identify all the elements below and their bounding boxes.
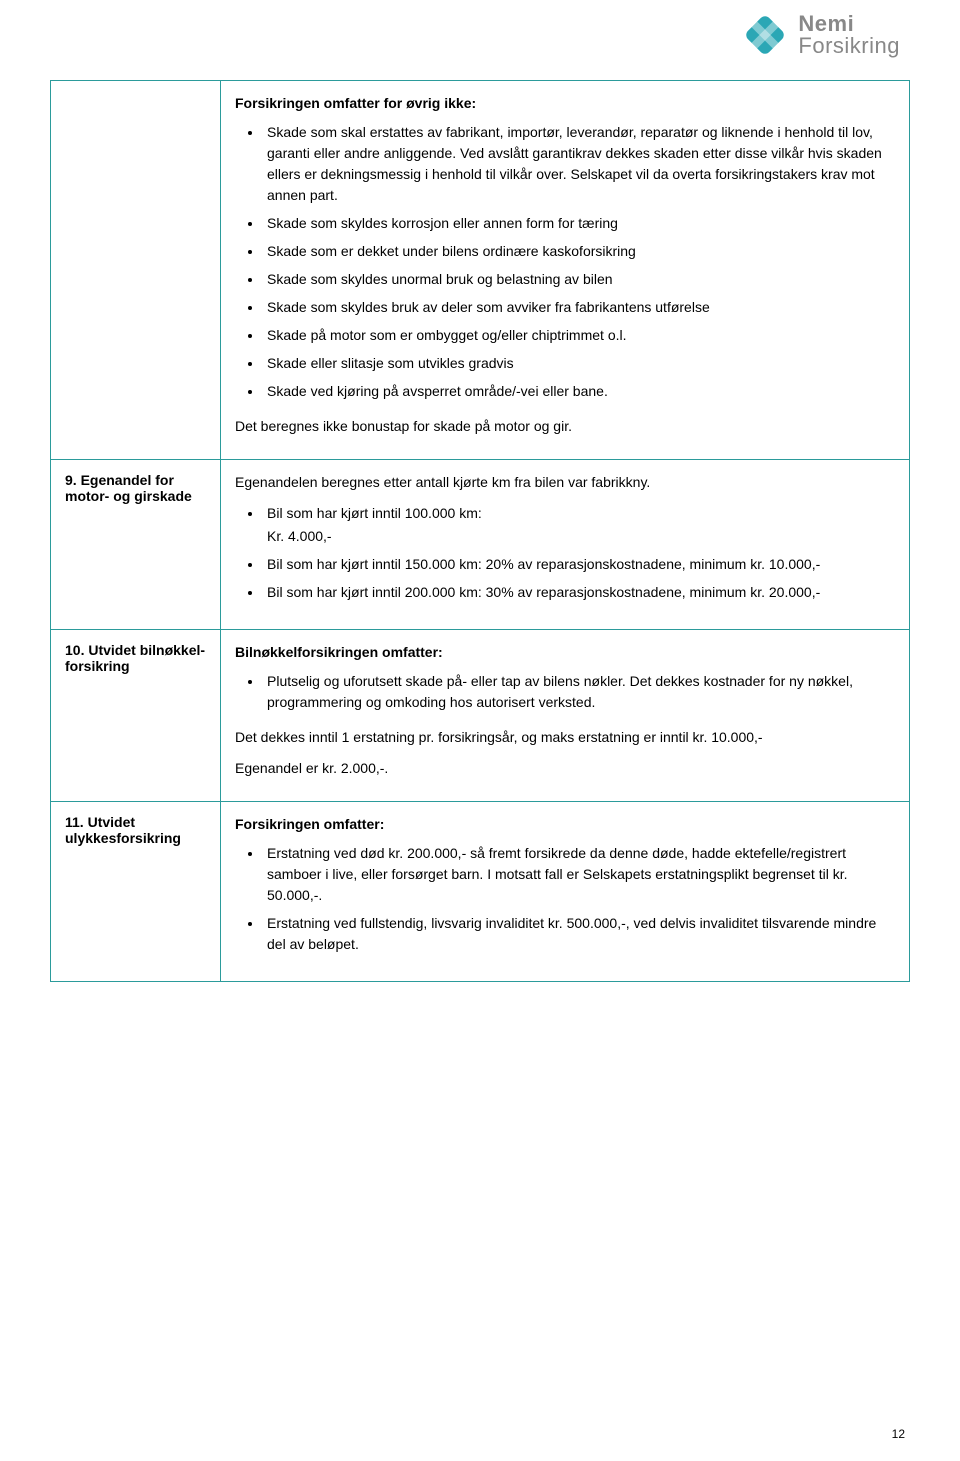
list-item: Skade ved kjøring på avsperret område/-v… bbox=[263, 381, 895, 402]
row0-heading: Forsikringen omfatter for øvrig ikke: bbox=[235, 93, 895, 114]
list-item: Skade eller slitasje som utvikles gradvi… bbox=[263, 353, 895, 374]
list-item: Skade som skal erstattes av fabrikant, i… bbox=[263, 122, 895, 206]
row0-left bbox=[51, 81, 221, 460]
row3-bullets: Erstatning ved død kr. 200.000,- så frem… bbox=[235, 843, 895, 955]
list-item: Skade som skyldes korrosjon eller annen … bbox=[263, 213, 895, 234]
list-item: Bil som har kjørt inntil 100.000 km: Kr.… bbox=[263, 503, 895, 547]
table-row: 10. Utvidet bilnøkkel-forsikring Bilnøkk… bbox=[51, 630, 910, 802]
table-row: 11. Utvidet ulykkesforsikring Forsikring… bbox=[51, 802, 910, 982]
list-item: Skade som skyldes unormal bruk og belast… bbox=[263, 269, 895, 290]
row3-right: Forsikringen omfatter: Erstatning ved dø… bbox=[221, 802, 910, 982]
logo-text: Nemi Forsikring bbox=[798, 13, 900, 57]
row2-para1: Det dekkes inntil 1 erstatning pr. forsi… bbox=[235, 727, 895, 748]
row2-para2: Egenandel er kr. 2.000,-. bbox=[235, 758, 895, 779]
row2-left: 10. Utvidet bilnøkkel-forsikring bbox=[51, 630, 221, 802]
bullet-line2: Kr. 4.000,- bbox=[267, 526, 895, 547]
list-item: Skade på motor som er ombygget og/eller … bbox=[263, 325, 895, 346]
row0-footer: Det beregnes ikke bonustap for skade på … bbox=[235, 416, 895, 437]
page-number: 12 bbox=[892, 1427, 905, 1441]
row3-heading: Forsikringen omfatter: bbox=[235, 814, 895, 835]
logo-text-top: Nemi bbox=[798, 13, 900, 35]
bullet-line1: Bil som har kjørt inntil 100.000 km: bbox=[267, 505, 482, 521]
row0-right: Forsikringen omfatter for øvrig ikke: Sk… bbox=[221, 81, 910, 460]
row1-left: 9. Egenandel for motor- og girskade bbox=[51, 460, 221, 630]
row1-intro: Egenandelen beregnes etter antall kjørte… bbox=[235, 472, 895, 493]
list-item: Erstatning ved død kr. 200.000,- så frem… bbox=[263, 843, 895, 906]
row2-right: Bilnøkkelforsikringen omfatter: Plutseli… bbox=[221, 630, 910, 802]
logo: Nemi Forsikring bbox=[740, 10, 900, 60]
list-item: Skade som skyldes bruk av deler som avvi… bbox=[263, 297, 895, 318]
logo-text-bottom: Forsikring bbox=[798, 35, 900, 57]
row2-bullets: Plutselig og uforutsett skade på- eller … bbox=[235, 671, 895, 713]
row2-heading: Bilnøkkelforsikringen omfatter: bbox=[235, 642, 895, 663]
bullet-line1: Bil som har kjørt inntil 150.000 km: 20%… bbox=[267, 556, 820, 572]
logo-mark-icon bbox=[740, 10, 790, 60]
table-row: 9. Egenandel for motor- og girskade Egen… bbox=[51, 460, 910, 630]
document-page: Nemi Forsikring Forsikringen omfatter fo… bbox=[0, 0, 960, 1461]
content-table: Forsikringen omfatter for øvrig ikke: Sk… bbox=[50, 80, 910, 982]
table-row: Forsikringen omfatter for øvrig ikke: Sk… bbox=[51, 81, 910, 460]
list-item: Bil som har kjørt inntil 150.000 km: 20%… bbox=[263, 554, 895, 575]
row0-bullets: Skade som skal erstattes av fabrikant, i… bbox=[235, 122, 895, 402]
row1-right: Egenandelen beregnes etter antall kjørte… bbox=[221, 460, 910, 630]
list-item: Skade som er dekket under bilens ordinær… bbox=[263, 241, 895, 262]
list-item: Plutselig og uforutsett skade på- eller … bbox=[263, 671, 895, 713]
row3-left: 11. Utvidet ulykkesforsikring bbox=[51, 802, 221, 982]
row1-bullets: Bil som har kjørt inntil 100.000 km: Kr.… bbox=[235, 503, 895, 603]
list-item: Bil som har kjørt inntil 200.000 km: 30%… bbox=[263, 582, 895, 603]
bullet-line1: Bil som har kjørt inntil 200.000 km: 30%… bbox=[267, 584, 820, 600]
list-item: Erstatning ved fullstendig, livsvarig in… bbox=[263, 913, 895, 955]
